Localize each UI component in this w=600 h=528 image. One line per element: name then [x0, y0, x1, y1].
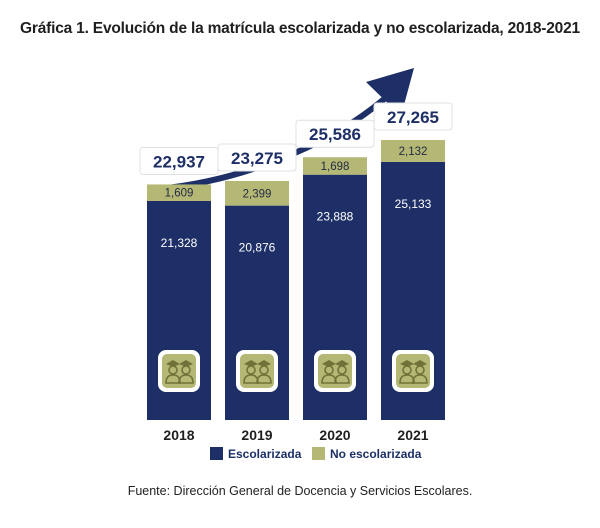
bar-no-escolarizada [147, 184, 211, 201]
data-label-no-escolarizada: 1,698 [321, 161, 350, 173]
students-icon [314, 350, 356, 392]
data-label-escolarizada: 25,133 [395, 197, 432, 211]
total-label-box [295, 119, 375, 148]
data-label-escolarizada: 20,876 [239, 241, 276, 255]
data-label-no-escolarizada: 2,132 [399, 146, 428, 158]
legend-item-no-escolarizada: No escolarizada [312, 447, 422, 461]
students-icon [236, 350, 278, 392]
total-label-box [373, 102, 453, 131]
data-label-escolarizada: 23,888 [317, 210, 354, 224]
legend-swatch [210, 447, 223, 460]
x-tick-label: 2021 [397, 427, 428, 443]
students-icon [392, 350, 434, 392]
total-label-box [217, 143, 297, 172]
students-icon [158, 350, 200, 392]
legend-label: No escolarizada [330, 447, 422, 461]
data-label-no-escolarizada: 1,609 [165, 188, 194, 200]
total-label: 25,586 [309, 125, 361, 144]
legend-swatch [312, 447, 325, 460]
total-label: 23,275 [231, 149, 283, 168]
chart-title: Gráfica 1. Evolución de la matrícula esc… [20, 20, 580, 37]
bar-no-escolarizada [381, 140, 445, 162]
total-label: 27,265 [387, 108, 439, 127]
legend-label: Escolarizada [228, 447, 302, 461]
total-label: 22,937 [153, 152, 205, 171]
bar-no-escolarizada [225, 180, 289, 206]
data-label-escolarizada: 21,328 [161, 236, 198, 250]
x-tick-label: 2019 [241, 427, 272, 443]
x-tick-label: 2020 [319, 427, 350, 443]
bar-no-escolarizada [303, 157, 367, 175]
x-tick-label: 2018 [163, 427, 194, 443]
source-note: Fuente: Dirección General de Docencia y … [127, 484, 473, 498]
data-label-no-escolarizada: 2,399 [243, 188, 272, 200]
legend-item-escolarizada: Escolarizada [210, 447, 302, 461]
